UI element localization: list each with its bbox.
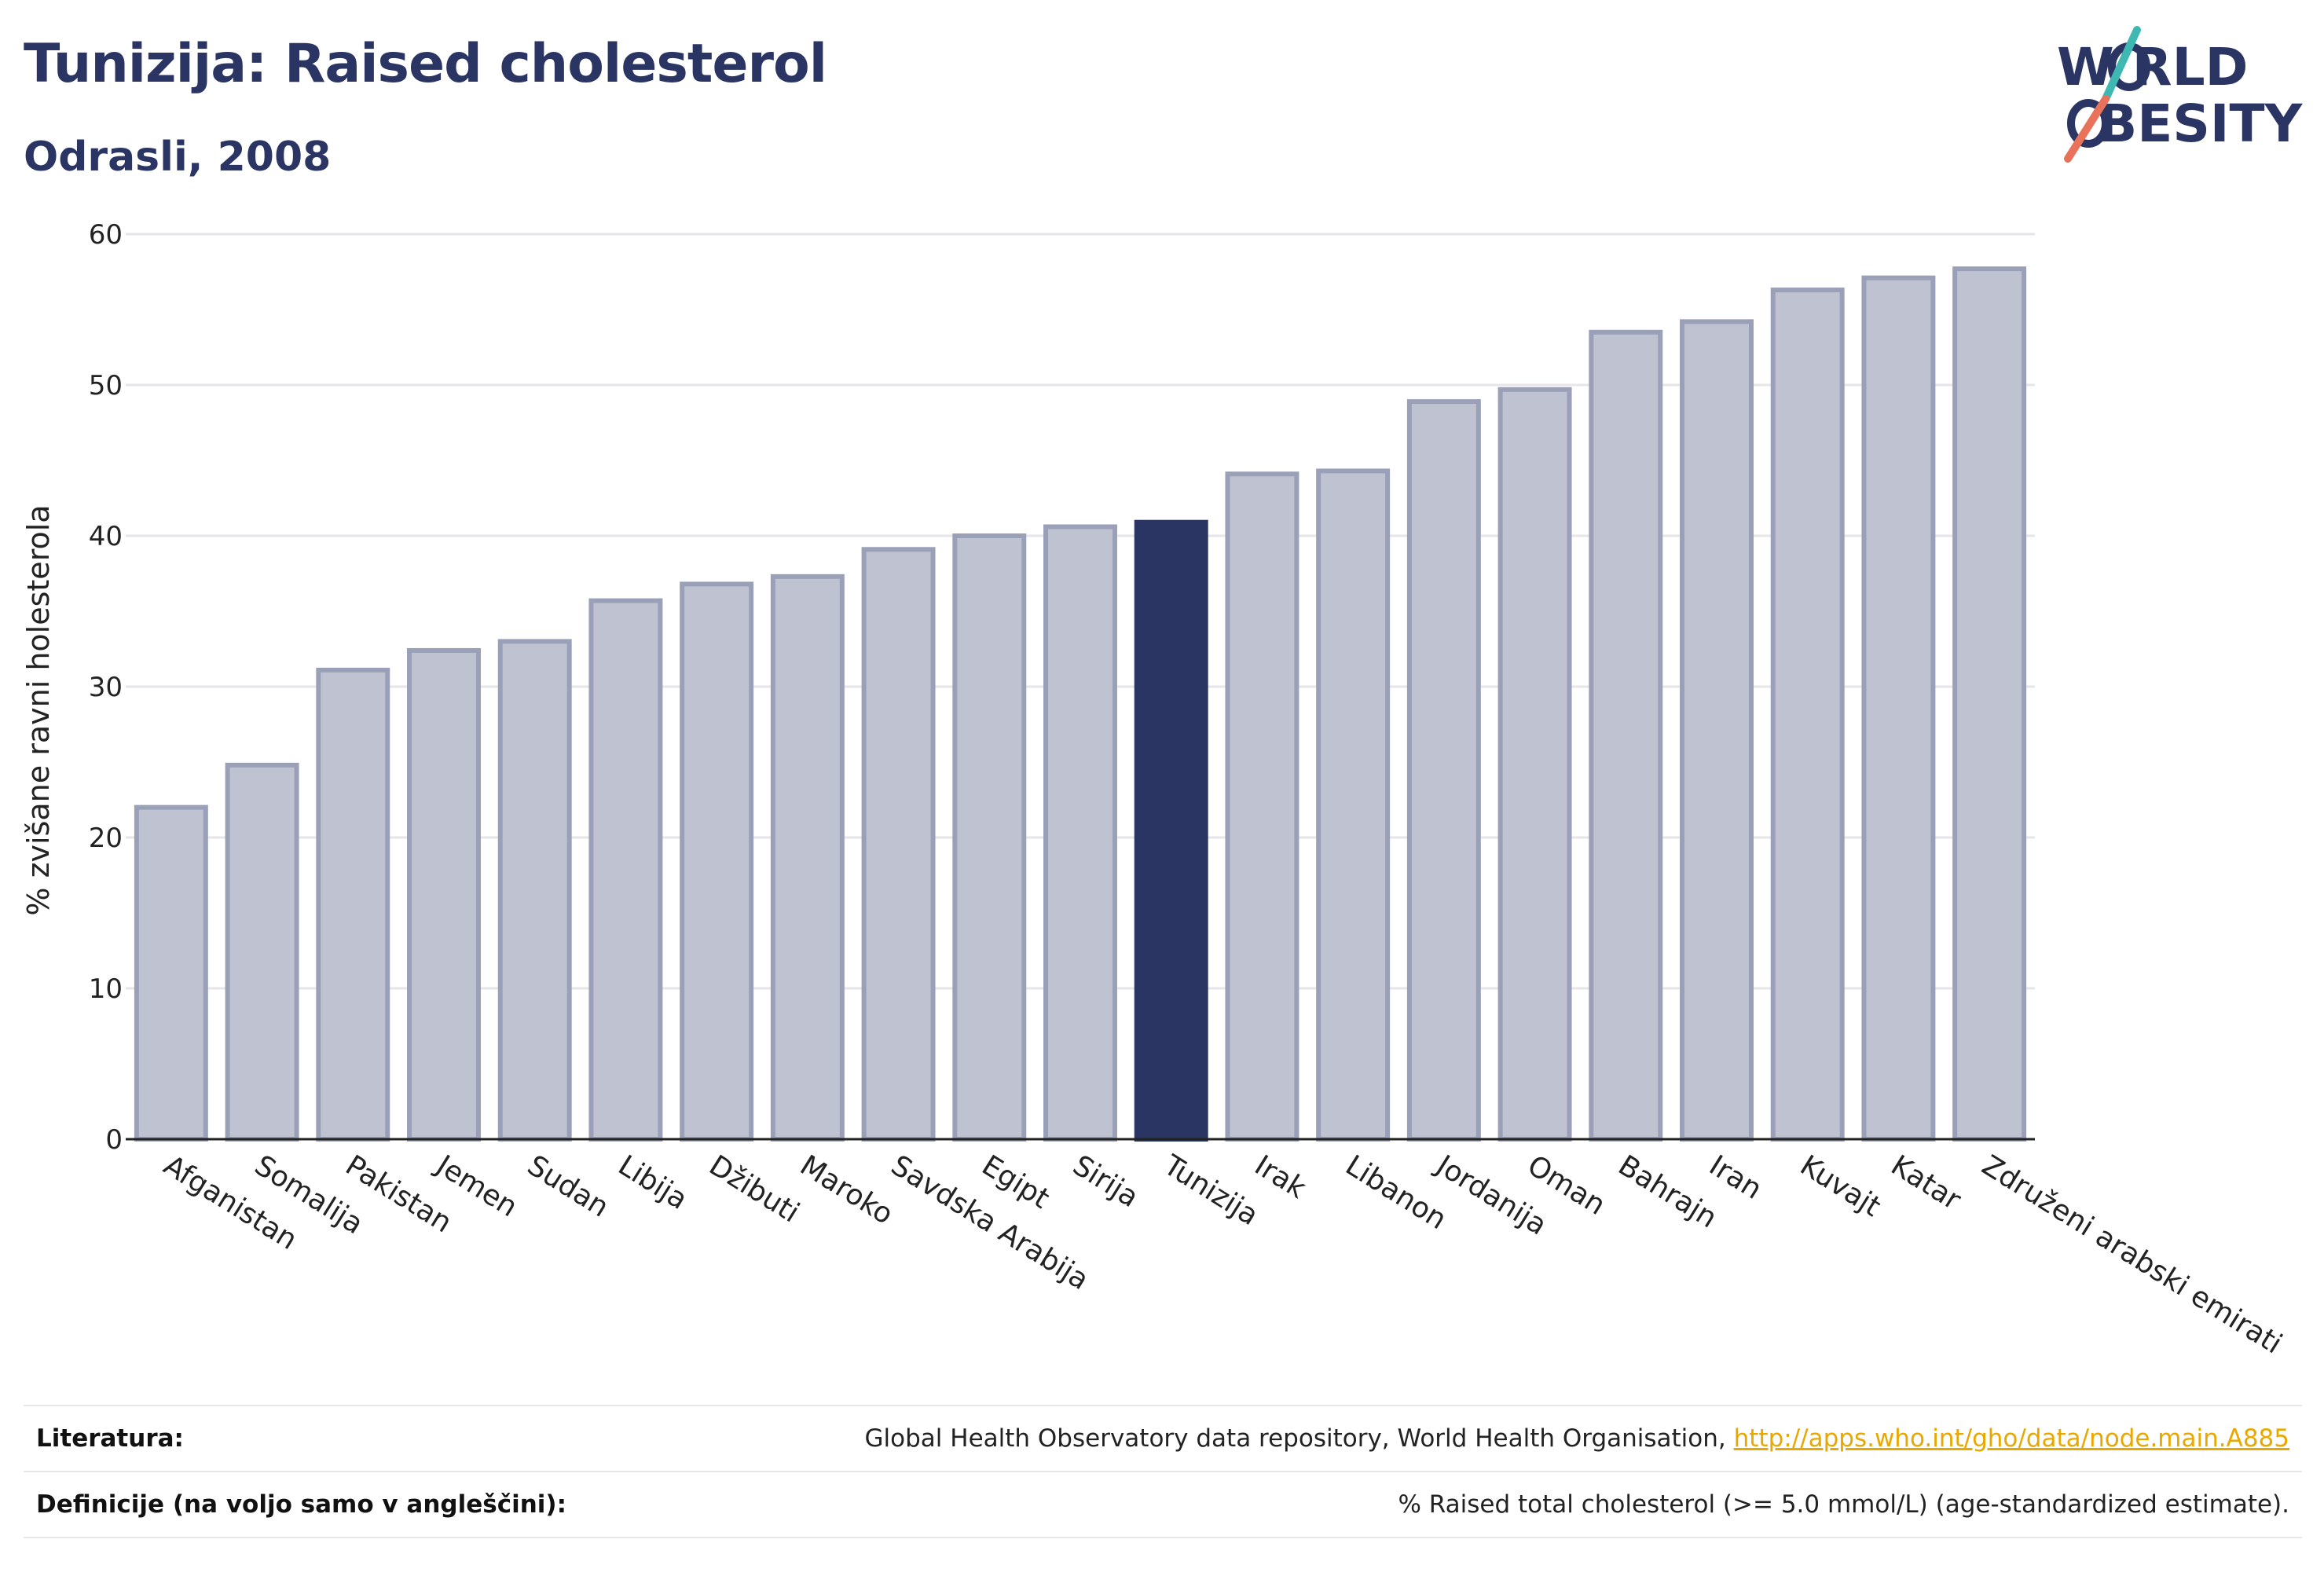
bar-sudan <box>497 639 572 1142</box>
bar-libanon <box>1316 468 1391 1142</box>
footer-literature-row: Literatura: Global Health Observatory da… <box>24 1405 2302 1471</box>
y-tick-label: 20 <box>89 823 123 854</box>
y-tick-label: 0 <box>105 1124 123 1156</box>
bar-savdska-arabija <box>861 547 936 1142</box>
y-tick-label: 40 <box>89 521 123 552</box>
bar-jordanija <box>1406 399 1481 1142</box>
bar-iran <box>1680 319 1754 1142</box>
bar-tunizija <box>1134 519 1208 1142</box>
world-obesity-logo: W RLD BESITY <box>2057 26 2304 163</box>
x-tick-label: Sudan <box>522 1149 614 1224</box>
bar-katar <box>1861 275 1936 1142</box>
x-tick-label: Maroko <box>794 1149 899 1231</box>
definitions-text: % Raised total cholesterol (>= 5.0 mmol/… <box>1398 1490 2289 1519</box>
x-tick-label: Libija <box>613 1149 693 1216</box>
logo-o2-ring <box>2067 99 2110 148</box>
bar-libija <box>588 598 663 1142</box>
bar-maroko <box>770 574 845 1142</box>
x-tick-label: Bahrajn <box>1613 1149 1723 1235</box>
y-axis-ticks: 0 10 20 30 40 50 60 <box>89 219 123 1156</box>
bar-chart: 0 10 20 30 40 50 60 AfganistanSomalijaPakistan… <box>21 219 2287 1361</box>
x-axis-labels: AfganistanSomalijaPakistanJemenSudanLibi… <box>158 1149 2287 1361</box>
logo-line1: W RLD <box>2057 37 2248 97</box>
bar-egipt <box>952 533 1027 1142</box>
bar-oman <box>1497 387 1572 1142</box>
literature-label: Literatura: <box>36 1424 184 1453</box>
bar-jemen <box>407 647 481 1142</box>
y-axis-label: % zvišane ravni holesterola <box>21 504 56 915</box>
x-tick-label: Kuvajt <box>1794 1149 1886 1223</box>
x-tick-label: Iran <box>1703 1149 1767 1206</box>
y-tick-label: 30 <box>89 672 123 703</box>
bar-džibuti <box>680 581 754 1142</box>
literature-link[interactable]: http://apps.who.int/gho/data/node.main.A… <box>1733 1424 2289 1453</box>
chart-subtitle: Odrasli, 2008 <box>24 134 332 181</box>
logo-slash-teal <box>2102 26 2141 103</box>
logo-slash-coral <box>2064 95 2110 163</box>
x-tick-label: Džibuti <box>703 1149 805 1230</box>
chart-title: Tunizija: Raised cholesterol <box>24 33 827 95</box>
definitions-label: Definicije (na voljo samo v angleščini): <box>36 1490 566 1519</box>
x-tick-label: Irak <box>1249 1149 1312 1205</box>
footer: Literatura: Global Health Observatory da… <box>24 1405 2302 1538</box>
bar-afganistan <box>134 804 208 1142</box>
x-tick-label: Tunizija <box>1157 1149 1263 1232</box>
bar-kuvajt <box>1770 288 1845 1142</box>
x-tick-label: Združeni arabski emirati <box>1976 1149 2287 1361</box>
x-tick-label: Katar <box>1886 1149 1967 1217</box>
logo-line2: BESITY <box>2098 93 2304 154</box>
y-tick-label: 60 <box>89 219 123 251</box>
y-tick-label: 10 <box>89 973 123 1005</box>
bars <box>134 266 2027 1142</box>
y-tick-label: 50 <box>89 370 123 401</box>
bar-sirija <box>1043 524 1117 1142</box>
bar-irak <box>1225 471 1299 1142</box>
bar-bahrajn <box>1589 329 1663 1142</box>
bar-somalija <box>225 762 299 1142</box>
bar-pakistan <box>316 667 390 1142</box>
x-tick-label: Libanon <box>1340 1149 1452 1236</box>
literature-text: Global Health Observatory data repositor… <box>864 1424 1734 1453</box>
literature-value: Global Health Observatory data repositor… <box>865 1424 2302 1453</box>
footer-definitions-row: Definicije (na voljo samo v angleščini):… <box>24 1471 2302 1538</box>
bar-združeni-arabski-emirati <box>1952 266 2027 1142</box>
x-tick-label: Sirija <box>1067 1149 1144 1214</box>
